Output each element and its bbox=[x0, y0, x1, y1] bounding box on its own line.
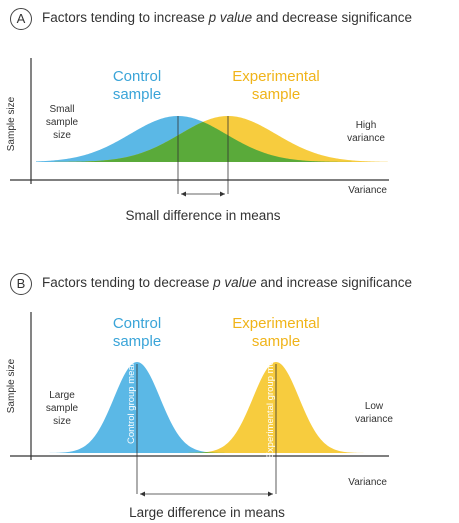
panel-a-y-axis-label: Sample size bbox=[6, 96, 17, 151]
panel-a-right-note-2: variance bbox=[347, 133, 385, 144]
panel-a-bottom-caption: Small difference in means bbox=[125, 208, 280, 223]
panel-b-x-axis-label: Variance bbox=[348, 477, 387, 488]
panel-b-right-note-2: variance bbox=[355, 414, 393, 425]
panel-b-control-mean-label: Control group mean bbox=[126, 360, 137, 444]
panel-a-title-italic: p value bbox=[208, 10, 253, 25]
panel-b-experimental-label-1: Experimental bbox=[232, 315, 320, 332]
panel-b-bottom-caption: Large difference in means bbox=[129, 505, 285, 520]
panel-b: B Factors tending to decrease p value an… bbox=[0, 262, 459, 523]
panel-a-diagram: Sample size Variance Control sample Expe… bbox=[6, 58, 389, 223]
panel-b-diagram: Sample size Variance Control sample Expe… bbox=[6, 312, 393, 520]
panel-b-experimental-curve bbox=[36, 362, 388, 453]
panel-a-letter: A bbox=[10, 8, 32, 30]
panel-a-title-pre: Factors tending to increase bbox=[42, 10, 209, 25]
panel-a-left-note-1: Small bbox=[49, 104, 74, 115]
panel-b-experimental-mean-label: Experimental group mean bbox=[265, 350, 276, 459]
panel-b-control-curve bbox=[36, 362, 388, 453]
panel-b-control-label-1: Control bbox=[113, 315, 161, 332]
panel-b-overlap-area bbox=[36, 452, 388, 453]
panel-a-experimental-label-1: Experimental bbox=[232, 68, 320, 85]
panel-b-left-note-1: Large bbox=[49, 390, 75, 401]
panel-a-left-note-2: sample bbox=[46, 117, 79, 128]
panel-a-x-axis-label: Variance bbox=[348, 185, 387, 196]
panel-b-title-post: and increase significance bbox=[256, 275, 412, 290]
panel-b-left-note-3: size bbox=[53, 416, 71, 427]
panel-a-right-note-1: High bbox=[356, 120, 377, 131]
panel-a-control-label-2: sample bbox=[113, 86, 161, 103]
panel-a-arrowhead-right bbox=[220, 191, 225, 197]
panel-b-left-note-2: sample bbox=[46, 403, 79, 414]
panel-a-control-label-1: Control bbox=[113, 68, 161, 85]
panel-b-arrowhead-left bbox=[140, 491, 145, 497]
panel-b-letter: B bbox=[10, 273, 32, 295]
panel-a-arrowhead-left bbox=[181, 191, 186, 197]
panel-a-experimental-label-2: sample bbox=[252, 86, 300, 103]
panel-a-overlap-area bbox=[36, 121, 388, 162]
panel-b-title: Factors tending to decrease p value and … bbox=[42, 275, 412, 290]
panel-a: A Factors tending to increase p value an… bbox=[0, 0, 459, 250]
panel-b-experimental-label-2: sample bbox=[252, 333, 300, 350]
panel-a-title-post: and decrease significance bbox=[252, 10, 412, 25]
panel-b-y-axis-label: Sample size bbox=[6, 358, 17, 413]
panel-b-title-pre: Factors tending to decrease bbox=[42, 275, 214, 290]
panel-b-arrowhead-right bbox=[268, 491, 273, 497]
panel-a-title: Factors tending to increase p value and … bbox=[42, 10, 412, 25]
panel-a-left-note-3: size bbox=[53, 130, 71, 141]
panel-b-control-label-2: sample bbox=[113, 333, 161, 350]
panel-b-right-note-1: Low bbox=[365, 401, 384, 412]
panel-b-title-italic: p value bbox=[213, 275, 257, 290]
